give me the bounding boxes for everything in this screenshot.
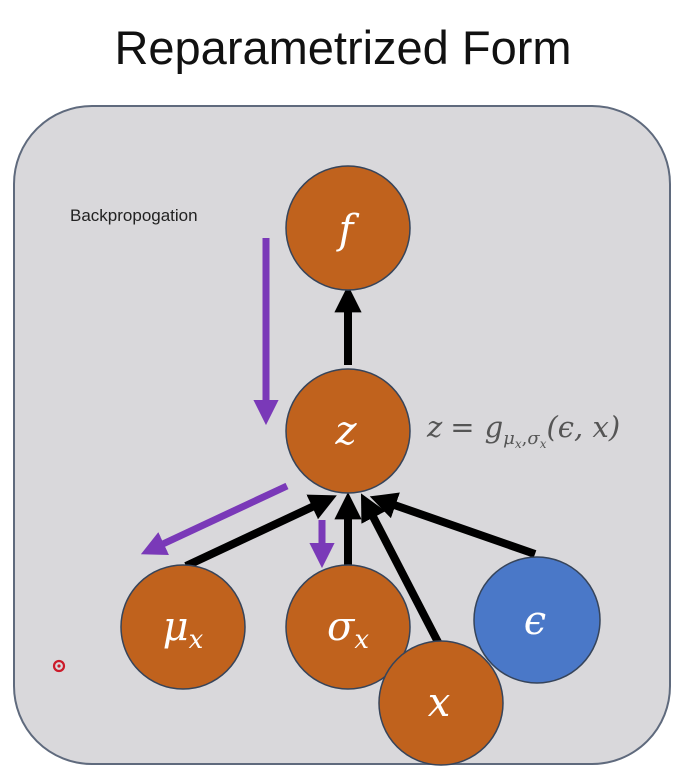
formula-args: (ϵ, x) <box>546 410 620 444</box>
node-eps-label: ϵ <box>524 598 546 644</box>
node-mu-subscript: x <box>189 625 204 655</box>
cursor-indicator <box>52 659 66 673</box>
edge-eps-to-z <box>369 492 537 558</box>
forward-edges <box>184 285 537 648</box>
edge-mu-to-z <box>184 494 337 570</box>
node-sigma-subscript: x <box>354 625 369 655</box>
node-sigma-label: σ <box>327 604 356 650</box>
node-sigma: σx <box>285 564 411 690</box>
node-eps: ϵ <box>473 556 601 684</box>
formula-lhs: z <box>426 410 443 444</box>
formula-equals: = <box>450 410 474 444</box>
reparam-formula: z = gμx,σx(ϵ, x) <box>426 410 620 451</box>
slide-title: Reparametrized Form <box>114 21 571 74</box>
backprop-arrow-to-mu <box>140 482 289 556</box>
formula-sub-mu: μ <box>503 428 515 449</box>
node-mu: μx <box>120 564 246 690</box>
backprop-label: Backpropogation <box>70 206 198 225</box>
node-z: z <box>285 368 411 494</box>
node-x: x <box>378 640 504 766</box>
formula-sub-mu-x: x <box>515 437 522 451</box>
svg-text:σx: σx <box>327 604 369 655</box>
node-f: f <box>285 165 411 291</box>
svg-text:μx: μx <box>163 604 204 655</box>
backprop-edges <box>140 238 335 569</box>
formula-sub-comma: , <box>522 428 528 449</box>
formula-sub-sigma: σ <box>527 428 540 449</box>
formula-function: g <box>485 410 504 444</box>
formula-sub-sigma-x: x <box>540 437 547 451</box>
edge-x-to-z <box>360 493 444 648</box>
node-z-label: z <box>334 408 357 454</box>
node-mu-label: μ <box>163 604 189 650</box>
node-x-label: x <box>428 680 451 726</box>
